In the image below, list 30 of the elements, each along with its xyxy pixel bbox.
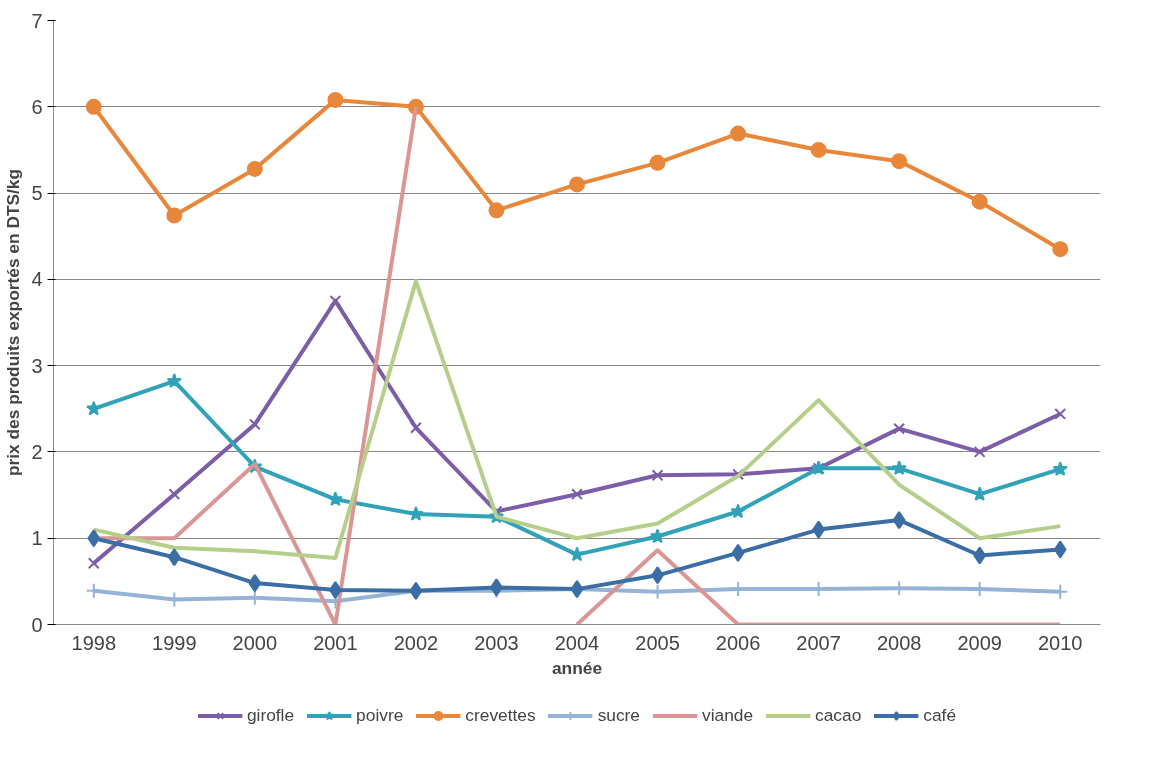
x-tick-label: 2010	[1037, 631, 1083, 654]
x-tick-label: 2006	[715, 631, 761, 654]
y-tick-label: 6	[31, 95, 43, 118]
y-tick-label: 7	[31, 9, 43, 32]
y-tick-label: 1	[31, 527, 43, 550]
legend-label: poivre	[356, 704, 404, 726]
y-tick-label: 4	[31, 268, 43, 291]
x-axis-title: année	[551, 657, 603, 678]
legend-label: café	[923, 704, 957, 726]
x-tick-label: 1999	[152, 631, 197, 654]
y-tick-label: 3	[31, 354, 43, 377]
x-tick-label: 2009	[957, 631, 1002, 654]
x-tick-label: 2005	[635, 631, 680, 654]
y-tick-label: 5	[31, 182, 43, 205]
x-tick-label: 2004	[554, 631, 600, 654]
legend-label: crevettes	[465, 704, 536, 726]
y-axis-title: prix des produits exportés en DTS/kg	[3, 168, 24, 477]
x-tick-label: 2002	[393, 631, 439, 654]
legend-label: viande	[702, 704, 754, 726]
x-tick-label: 2000	[232, 631, 278, 654]
x-tick-label: 2008	[876, 631, 922, 654]
legend-label: girofle	[246, 704, 295, 726]
x-tick-label: 1998	[71, 631, 117, 654]
y-tick-label: 2	[31, 440, 43, 463]
x-tick-label: 2007	[796, 631, 841, 654]
y-tick-label: 0	[31, 613, 43, 636]
legend-label: sucre	[597, 704, 641, 726]
x-tick-label: 2003	[474, 631, 519, 654]
legend-label: cacao	[815, 704, 862, 726]
x-tick-label: 2001	[313, 631, 358, 654]
